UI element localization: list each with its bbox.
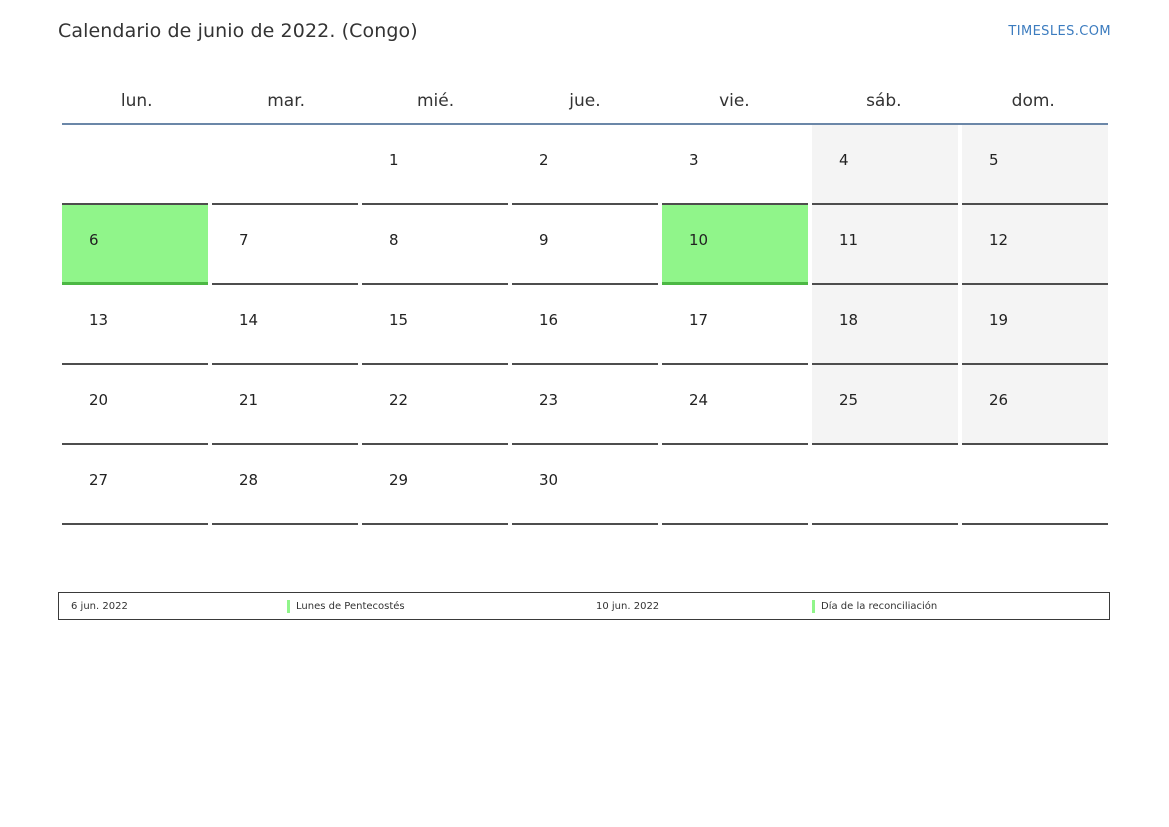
day-cell[interactable]: 30 bbox=[512, 445, 658, 525]
day-number: 23 bbox=[539, 391, 559, 409]
day-number: 29 bbox=[389, 471, 409, 489]
legend-color-marker-icon bbox=[287, 599, 290, 613]
day-number: 17 bbox=[689, 311, 709, 329]
calendar-week-row: 20 21 22 23 24 25 26 bbox=[62, 365, 1108, 445]
weekday-header-4: vie. bbox=[719, 90, 750, 111]
day-number: 16 bbox=[539, 311, 559, 329]
day-cell-empty bbox=[212, 125, 358, 205]
day-number: 10 bbox=[689, 231, 709, 249]
header-divider-rule bbox=[62, 123, 1108, 125]
legend-color-marker-icon bbox=[812, 599, 815, 613]
weekday-header-2: mié. bbox=[416, 90, 455, 111]
day-cell[interactable]: 22 bbox=[362, 365, 508, 445]
calendar-week-row: 27 28 29 30 bbox=[62, 445, 1108, 525]
day-number: 26 bbox=[989, 391, 1009, 409]
day-cell-empty bbox=[662, 445, 808, 525]
day-cell[interactable]: 11 bbox=[812, 205, 958, 285]
day-number: 25 bbox=[839, 391, 859, 409]
day-number: 4 bbox=[839, 151, 849, 169]
day-number: 7 bbox=[239, 231, 249, 249]
day-cell[interactable]: 8 bbox=[362, 205, 508, 285]
day-cell-empty bbox=[62, 125, 208, 205]
calendar-weeks: 1 2 3 4 5 6 7 8 9 10 11 12 13 14 15 16 17 18 19 20 21 22 23 24 2… bbox=[62, 125, 1108, 525]
legend-date: 6 jun. 2022 bbox=[71, 600, 128, 612]
day-cell[interactable]: 16 bbox=[512, 285, 658, 365]
weekday-header-row: lun. mar. mié. jue. vie. sáb. dom. bbox=[62, 78, 1108, 123]
day-number: 20 bbox=[89, 391, 109, 409]
day-number: 11 bbox=[839, 231, 859, 249]
day-number: 14 bbox=[239, 311, 259, 329]
day-number: 15 bbox=[389, 311, 409, 329]
legend-date: 10 jun. 2022 bbox=[596, 600, 660, 612]
day-cell[interactable]: 19 bbox=[962, 285, 1108, 365]
day-cell[interactable]: 24 bbox=[662, 365, 808, 445]
day-number: 3 bbox=[689, 151, 699, 169]
day-number: 28 bbox=[239, 471, 259, 489]
day-number: 22 bbox=[389, 391, 409, 409]
legend-label: Lunes de Pentecostés bbox=[296, 600, 405, 612]
day-cell[interactable]: 29 bbox=[362, 445, 508, 525]
day-cell[interactable]: 21 bbox=[212, 365, 358, 445]
day-cell[interactable]: 3 bbox=[662, 125, 808, 205]
day-cell[interactable]: 6 bbox=[62, 205, 208, 285]
day-cell-empty bbox=[962, 445, 1108, 525]
day-cell-empty bbox=[812, 445, 958, 525]
day-cell[interactable]: 18 bbox=[812, 285, 958, 365]
day-number: 12 bbox=[989, 231, 1009, 249]
day-cell[interactable]: 7 bbox=[212, 205, 358, 285]
day-number: 24 bbox=[689, 391, 709, 409]
calendar-week-row: 6 7 8 9 10 11 12 bbox=[62, 205, 1108, 285]
page-title: Calendario de junio de 2022. (Congo) bbox=[58, 20, 418, 42]
day-cell[interactable]: 2 bbox=[512, 125, 658, 205]
day-number: 19 bbox=[989, 311, 1009, 329]
day-cell[interactable]: 5 bbox=[962, 125, 1108, 205]
page-header: Calendario de junio de 2022. (Congo) TIM… bbox=[0, 0, 1169, 62]
day-cell[interactable]: 27 bbox=[62, 445, 208, 525]
weekday-header-1: mar. bbox=[267, 90, 306, 111]
day-number: 30 bbox=[539, 471, 559, 489]
legend-label: Día de la reconciliación bbox=[821, 600, 938, 612]
day-cell[interactable]: 15 bbox=[362, 285, 508, 365]
day-cell[interactable]: 20 bbox=[62, 365, 208, 445]
day-cell[interactable]: 12 bbox=[962, 205, 1108, 285]
day-number: 9 bbox=[539, 231, 549, 249]
day-cell[interactable]: 23 bbox=[512, 365, 658, 445]
day-number: 6 bbox=[89, 231, 99, 249]
calendar-week-row: 1 2 3 4 5 bbox=[62, 125, 1108, 205]
calendar-week-row: 13 14 15 16 17 18 19 bbox=[62, 285, 1108, 365]
legend-entry: 6 jun. 2022 Lunes de Pentecostés bbox=[59, 593, 584, 619]
day-cell[interactable]: 1 bbox=[362, 125, 508, 205]
weekday-header-5: sáb. bbox=[866, 90, 902, 111]
day-cell[interactable]: 9 bbox=[512, 205, 658, 285]
day-number: 5 bbox=[989, 151, 999, 169]
day-cell[interactable]: 25 bbox=[812, 365, 958, 445]
brand-logo-link[interactable]: TIMESLES.COM bbox=[1008, 24, 1111, 39]
legend-entry: 10 jun. 2022 Día de la reconciliación bbox=[584, 593, 1109, 619]
day-cell[interactable]: 4 bbox=[812, 125, 958, 205]
calendar-grid: lun. mar. mié. jue. vie. sáb. dom. 1 2 3 4 5 6 7 8 9 10… bbox=[62, 78, 1108, 525]
day-cell[interactable]: 28 bbox=[212, 445, 358, 525]
weekday-header-6: dom. bbox=[1011, 90, 1055, 111]
day-number: 27 bbox=[89, 471, 109, 489]
day-cell[interactable]: 26 bbox=[962, 365, 1108, 445]
day-cell[interactable]: 13 bbox=[62, 285, 208, 365]
day-number: 1 bbox=[389, 151, 399, 169]
day-number: 13 bbox=[89, 311, 109, 329]
day-cell[interactable]: 17 bbox=[662, 285, 808, 365]
day-number: 8 bbox=[389, 231, 399, 249]
day-number: 21 bbox=[239, 391, 259, 409]
day-cell[interactable]: 14 bbox=[212, 285, 358, 365]
day-number: 2 bbox=[539, 151, 549, 169]
weekday-header-3: jue. bbox=[569, 90, 601, 111]
weekday-header-0: lun. bbox=[120, 90, 153, 111]
holiday-legend: 6 jun. 2022 Lunes de Pentecostés 10 jun. 2… bbox=[58, 592, 1110, 620]
day-cell[interactable]: 10 bbox=[662, 205, 808, 285]
day-number: 18 bbox=[839, 311, 859, 329]
